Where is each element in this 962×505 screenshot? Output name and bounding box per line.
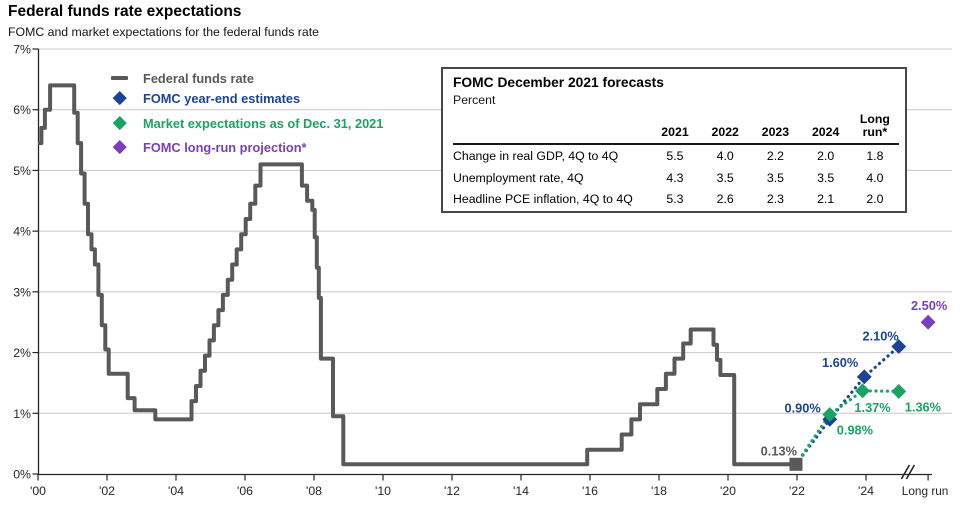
x-tick-label: '06 [237,484,253,498]
forecast-cell: 2.2 [766,149,784,164]
forecast-cell: 4.0 [866,170,884,185]
y-tick-label: 0% [13,468,31,482]
point-label: 1.36% [905,399,942,414]
forecast-cell: 2.0 [817,149,835,164]
forecast-row: Headline PCE inflation, 4Q to 4Q 5.3 2.6 2.… [453,188,899,210]
x-tick-label: '14 [513,484,529,498]
forecast-header-row: 2021 2022 2023 2024 Long run* [453,107,899,145]
forecast-col-header: 2021 [649,107,701,145]
x-tick-label: '08 [306,484,322,498]
forecast-table-head: 2021 2022 2023 2024 Long run* [453,107,899,145]
x-tick-label: '16 [582,484,598,498]
legend-item-federal-funds-rate: Federal funds rate [96,68,383,88]
point-label: 0.98% [837,423,874,438]
forecast-cell: 4.0 [716,149,734,164]
forecast-table-body: Change in real GDP, 4Q to 4Q 5.5 4.0 2.2 2.0… [453,144,899,210]
axis-break-icon [905,464,916,480]
forecast-row-label: Headline PCE inflation, 4Q to 4Q [453,192,633,207]
forecast-table-title: FOMC December 2021 forecasts [453,75,664,90]
x-tick-label: '20 [720,484,736,498]
fed-funds-line [38,83,796,467]
diamond-marker [891,339,907,354]
diamond-marker [855,383,870,399]
forecast-col-header: 2022 [700,107,751,145]
y-tick-label: 1% [13,407,31,421]
y-tick-label: 5% [13,164,31,178]
point-label: 1.60% [822,355,859,370]
forecast-cell: 3.5 [817,170,835,185]
page-subtitle: FOMC and market expectations for the fed… [8,25,319,39]
forecast-col-header-empty [453,107,650,145]
forecast-col-header: Long run* [850,107,899,145]
dotted-projection-line [794,389,901,466]
point-label: 0.90% [784,400,821,415]
axis-break-icon [900,464,911,480]
forecast-table-unit: Percent [453,93,496,107]
y-tick-label: 4% [13,225,31,239]
diamond-marker [920,314,936,330]
legend-item-label: FOMC long-run projection* [143,139,307,155]
forecast-row: Unemployment rate, 4Q 4.3 3.5 3.5 3.5 4.0 [453,166,899,188]
forecast-cell: 5.5 [666,149,684,164]
legend-item-fomc-long-run: FOMC long-run projection* [96,137,383,157]
diamond-marker [891,384,907,399]
forecast-cell: 2.0 [866,192,884,207]
forecast-table: 2021 2022 2023 2024 Long run* Change in real… [453,107,899,209]
y-tick-label: 6% [13,103,31,117]
legend-marker-wrap [96,140,143,154]
legend-item-label: FOMC year-end estimates [143,90,301,106]
point-label: 2.10% [862,329,899,344]
forecast-col-header: 2023 [750,107,801,145]
x-tick-label: '10 [375,484,391,498]
diamond-icon [112,116,127,130]
point-label: 2.50% [911,298,948,313]
page-title: Federal funds rate expectations [8,3,242,20]
forecast-row-label: Unemployment rate, 4Q [453,170,584,185]
line-swatch-icon [111,75,128,81]
legend-item-market-expectations: Market expectations as of Dec. 31, 2021 [96,113,383,133]
x-tick-label-long-run: Long run [902,484,949,498]
forecast-row-label: Change in real GDP, 4Q to 4Q [453,149,619,164]
y-tick-label: 3% [13,285,31,299]
point-label: 1.37% [854,400,891,415]
forecast-cell: 5.3 [666,192,684,207]
forecast-row: Change in real GDP, 4Q to 4Q 5.5 4.0 2.2 2.0… [453,144,899,167]
legend-item-label: Market expectations as of Dec. 31, 2021 [143,115,384,131]
forecast-cell: 2.3 [766,192,784,207]
x-tick-label: '22 [789,484,805,498]
forecast-cell: 1.8 [866,149,884,164]
diamond-icon [112,91,127,105]
legend-marker-wrap [96,91,143,105]
diamond-marker [822,407,838,422]
x-tick-label: '18 [651,484,667,498]
point-label: 0.13% [761,443,798,458]
x-tick-label: '24 [858,484,874,498]
chart-legend: Federal funds rate FOMC year-end estimat… [96,68,383,157]
fed-funds-end-marker [789,457,803,471]
y-tick-label: 2% [13,346,31,360]
x-tick-label: '00 [30,484,46,498]
forecast-col-header: 2024 [800,107,851,145]
forecast-table-panel: FOMC December 2021 forecasts Percent 202… [441,67,907,213]
forecast-cell: 3.5 [766,170,784,185]
x-tick-label: '04 [168,484,184,498]
diamond-marker [856,369,872,385]
forecast-cell: 2.1 [817,192,835,207]
legend-item-fomc-year-end: FOMC year-end estimates [96,88,383,108]
legend-marker-wrap [96,75,143,81]
diamond-icon [112,140,127,154]
legend-item-label: Federal funds rate [143,70,254,86]
x-tick-label: '12 [444,484,460,498]
forecast-cell: 4.3 [666,170,684,185]
forecast-cell: 2.6 [716,192,734,207]
forecast-cell: 3.5 [716,170,734,185]
y-tick-label: 7% [13,43,31,57]
x-tick-label: '02 [99,484,115,498]
legend-marker-wrap [96,116,143,130]
